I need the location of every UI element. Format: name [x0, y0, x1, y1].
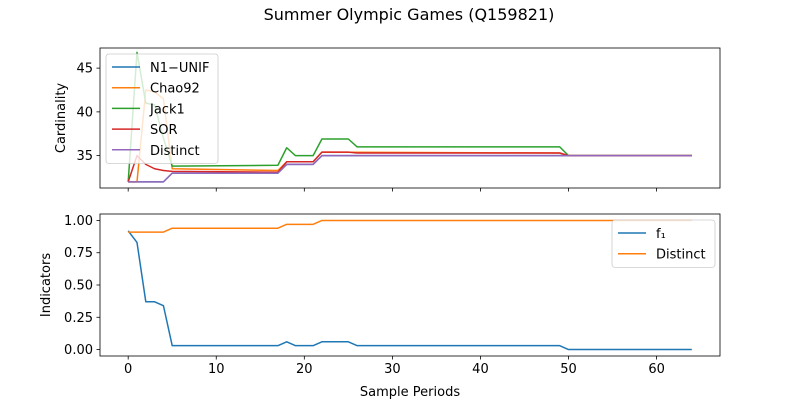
y-tick-label: 1.00 [64, 214, 93, 229]
y-tick-label: 0.25 [64, 311, 93, 326]
chart-title: Summer Olympic Games (Q159821) [264, 5, 555, 24]
legend-label: Chao92 [150, 82, 200, 97]
x-axis-label: Sample Periods [360, 385, 460, 400]
y-tick-label: 35 [76, 149, 93, 164]
y-tick-label: 0.50 [64, 279, 93, 294]
chart-panel-1: 35 40 45 Cardinality N1−UNIF Chao92 Jack1 SOR Di… [54, 47, 721, 192]
y-tick-label: 45 [76, 62, 93, 77]
y-axis-label: Indicators [39, 253, 54, 317]
legend-label: Distinct [656, 248, 706, 263]
series-line-2 [128, 219, 692, 233]
x-tick-label: 40 [472, 362, 489, 377]
chart-panel-2: 0 10 20 30 40 50 60 0.00 0.25 0.50 0.75 1.00 Indicat… [39, 213, 721, 400]
series-line-1 [127, 230, 692, 351]
series-line-5 [128, 154, 692, 183]
legend: f₁ Distinct [611, 219, 716, 268]
legend-label: f₁ [656, 227, 666, 242]
y-axis-label: Cardinality [54, 83, 69, 154]
legend-box [611, 219, 716, 268]
series-line-4 [127, 151, 692, 183]
legend-label: Distinct [150, 144, 200, 159]
legend-box [105, 53, 219, 164]
x-tick-label: 20 [296, 362, 313, 377]
y-tick-label: 0.75 [64, 246, 93, 261]
y-tick-label: 40 [76, 105, 93, 120]
x-tick-label: 30 [384, 362, 401, 377]
legend-label: Jack1 [149, 102, 185, 117]
legend: N1−UNIF Chao92 Jack1 SOR Distinct [105, 53, 219, 164]
y-tick-label: 0.00 [64, 343, 93, 358]
plot-frame [99, 47, 721, 189]
series-group [127, 219, 692, 351]
x-tick-label: 60 [648, 362, 665, 377]
legend-label: N1−UNIF [150, 61, 209, 76]
x-tick-label: 10 [208, 362, 225, 377]
x-tick-label: 0 [124, 362, 132, 377]
x-tick-label: 50 [560, 362, 577, 377]
legend-label: SOR [150, 123, 178, 138]
